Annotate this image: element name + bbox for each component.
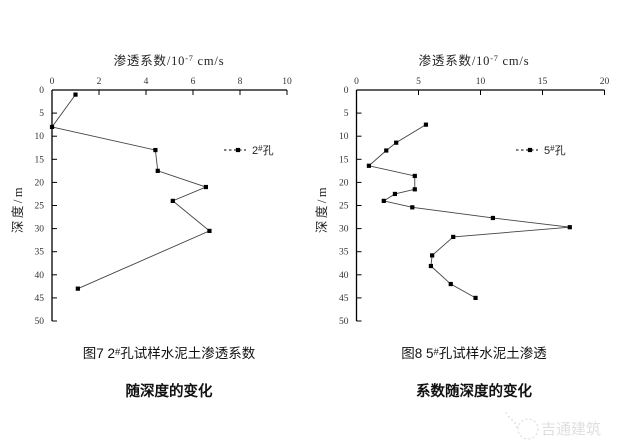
svg-text:35: 35 xyxy=(35,248,45,258)
svg-text:50: 50 xyxy=(339,317,349,327)
svg-text:45: 45 xyxy=(35,294,45,304)
svg-text:20: 20 xyxy=(35,178,45,188)
svg-text:25: 25 xyxy=(35,202,45,212)
svg-text:深度/m: 深度/m xyxy=(314,185,329,233)
svg-text:0: 0 xyxy=(344,86,349,96)
svg-text:15: 15 xyxy=(538,77,548,87)
svg-text:10: 10 xyxy=(282,77,292,87)
svg-text:15: 15 xyxy=(339,155,349,165)
svg-text:25: 25 xyxy=(339,202,349,212)
svg-text:深度/m: 深度/m xyxy=(10,185,25,233)
svg-text:20: 20 xyxy=(339,178,349,188)
svg-text:40: 40 xyxy=(339,271,349,281)
svg-text:30: 30 xyxy=(339,225,349,235)
svg-text:0: 0 xyxy=(354,77,359,87)
svg-text:渗透系数/10-7 cm/s: 渗透系数/10-7 cm/s xyxy=(419,53,530,68)
svg-text:10: 10 xyxy=(476,77,486,87)
svg-text:图7 2#孔试样水泥土渗透系数: 图7 2#孔试样水泥土渗透系数 xyxy=(83,346,256,361)
svg-text:30: 30 xyxy=(35,225,45,235)
svg-text:0: 0 xyxy=(50,77,55,87)
svg-text:15: 15 xyxy=(35,155,45,165)
svg-text:4: 4 xyxy=(144,77,149,87)
svg-text:5#孔: 5#孔 xyxy=(544,144,566,157)
svg-text:2#孔: 2#孔 xyxy=(252,144,274,157)
svg-text:35: 35 xyxy=(339,248,349,258)
svg-text:0: 0 xyxy=(39,86,44,96)
svg-text:8: 8 xyxy=(238,77,243,87)
svg-text:渗透系数/10-7 cm/s: 渗透系数/10-7 cm/s xyxy=(114,53,225,68)
svg-text:5: 5 xyxy=(416,77,421,87)
svg-text:图8 5#孔试样水泥土渗透: 图8 5#孔试样水泥土渗透 xyxy=(401,346,547,361)
svg-text:45: 45 xyxy=(339,294,349,304)
svg-text:6: 6 xyxy=(191,77,196,87)
svg-text:10: 10 xyxy=(339,132,349,142)
svg-text:10: 10 xyxy=(35,132,45,142)
svg-text:5: 5 xyxy=(39,109,44,119)
svg-text:50: 50 xyxy=(35,317,45,327)
svg-text:2: 2 xyxy=(97,77,102,87)
svg-text:吉通建筑: 吉通建筑 xyxy=(541,421,601,438)
svg-text:20: 20 xyxy=(600,77,610,87)
svg-text:系数随深度的变化: 系数随深度的变化 xyxy=(416,382,532,400)
svg-text:40: 40 xyxy=(35,271,45,281)
svg-text:随深度的变化: 随深度的变化 xyxy=(126,382,213,400)
svg-text:5: 5 xyxy=(344,109,349,119)
